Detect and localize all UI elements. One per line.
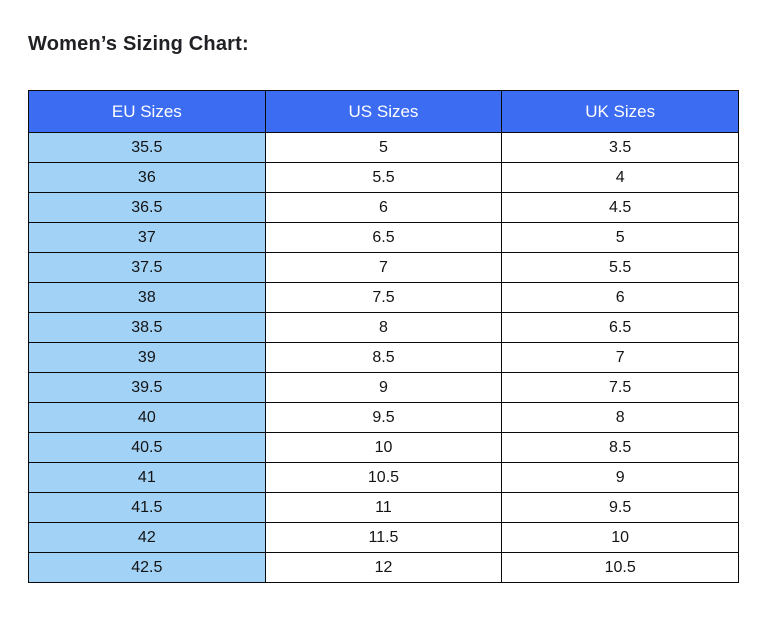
eu-size-cell: 42.5 <box>28 552 266 583</box>
table-row: 40 9.5 8 <box>28 402 739 433</box>
eu-size-cell: 38.5 <box>28 312 266 343</box>
us-size-cell: 8.5 <box>264 342 503 373</box>
us-size-cell: 8 <box>264 312 503 343</box>
uk-size-cell: 9 <box>501 462 739 493</box>
column-header-eu-sizes: EU Sizes <box>28 90 266 133</box>
eu-size-cell: 39 <box>28 342 266 373</box>
table-row: 37.5 7 5.5 <box>28 252 739 283</box>
us-size-cell: 5.5 <box>264 162 503 193</box>
sizing-table: EU Sizes US Sizes UK Sizes 35.5 5 3.5 36 5.5… <box>28 90 739 583</box>
page-content: Women’s Sizing Chart: EU Sizes US Sizes … <box>28 33 739 583</box>
uk-size-cell: 8.5 <box>501 432 739 463</box>
uk-size-cell: 10.5 <box>501 552 739 583</box>
table-row: 38.5 8 6.5 <box>28 312 739 343</box>
table-row: 36 5.5 4 <box>28 162 739 193</box>
uk-size-cell: 6 <box>501 282 739 313</box>
table-row: 36.5 6 4.5 <box>28 192 739 223</box>
column-header-uk-sizes: UK Sizes <box>501 90 739 133</box>
table-row: 42 11.5 10 <box>28 522 739 553</box>
sizing-table-header: EU Sizes US Sizes UK Sizes <box>28 90 739 133</box>
uk-size-cell: 7.5 <box>501 372 739 403</box>
uk-size-cell: 10 <box>501 522 739 553</box>
us-size-cell: 9 <box>264 372 503 403</box>
eu-size-cell: 42 <box>28 522 266 553</box>
us-size-cell: 5 <box>264 132 503 163</box>
table-row: 42.5 12 10.5 <box>28 552 739 583</box>
table-row: 41.5 11 9.5 <box>28 492 739 523</box>
table-row: 37 6.5 5 <box>28 222 739 253</box>
header-row: EU Sizes US Sizes UK Sizes <box>28 90 739 133</box>
uk-size-cell: 6.5 <box>501 312 739 343</box>
table-row: 40.5 10 8.5 <box>28 432 739 463</box>
us-size-cell: 10.5 <box>264 462 503 493</box>
uk-size-cell: 4.5 <box>501 192 739 223</box>
column-header-us-sizes: US Sizes <box>264 90 503 133</box>
eu-size-cell: 37 <box>28 222 266 253</box>
eu-size-cell: 40.5 <box>28 432 266 463</box>
eu-size-cell: 41 <box>28 462 266 493</box>
uk-size-cell: 9.5 <box>501 492 739 523</box>
uk-size-cell: 3.5 <box>501 132 739 163</box>
us-size-cell: 7 <box>264 252 503 283</box>
uk-size-cell: 8 <box>501 402 739 433</box>
eu-size-cell: 35.5 <box>28 132 266 163</box>
us-size-cell: 10 <box>264 432 503 463</box>
eu-size-cell: 36 <box>28 162 266 193</box>
eu-size-cell: 41.5 <box>28 492 266 523</box>
us-size-cell: 6.5 <box>264 222 503 253</box>
table-row: 38 7.5 6 <box>28 282 739 313</box>
eu-size-cell: 37.5 <box>28 252 266 283</box>
table-row: 41 10.5 9 <box>28 462 739 493</box>
table-row: 39.5 9 7.5 <box>28 372 739 403</box>
table-row: 35.5 5 3.5 <box>28 132 739 163</box>
uk-size-cell: 5.5 <box>501 252 739 283</box>
us-size-cell: 9.5 <box>264 402 503 433</box>
us-size-cell: 7.5 <box>264 282 503 313</box>
eu-size-cell: 39.5 <box>28 372 266 403</box>
uk-size-cell: 5 <box>501 222 739 253</box>
table-body: 35.5 5 3.5 36 5.5 4 36.5 6 4.5 37 6.5 5 37.5 7 5.5 38 7.… <box>28 132 739 583</box>
table-row: 39 8.5 7 <box>28 342 739 373</box>
page-title: Women’s Sizing Chart: <box>28 33 249 55</box>
us-size-cell: 6 <box>264 192 503 223</box>
us-size-cell: 12 <box>264 552 503 583</box>
eu-size-cell: 36.5 <box>28 192 266 223</box>
us-size-cell: 11.5 <box>264 522 503 553</box>
uk-size-cell: 4 <box>501 162 739 193</box>
us-size-cell: 11 <box>264 492 503 523</box>
eu-size-cell: 40 <box>28 402 266 433</box>
eu-size-cell: 38 <box>28 282 266 313</box>
uk-size-cell: 7 <box>501 342 739 373</box>
